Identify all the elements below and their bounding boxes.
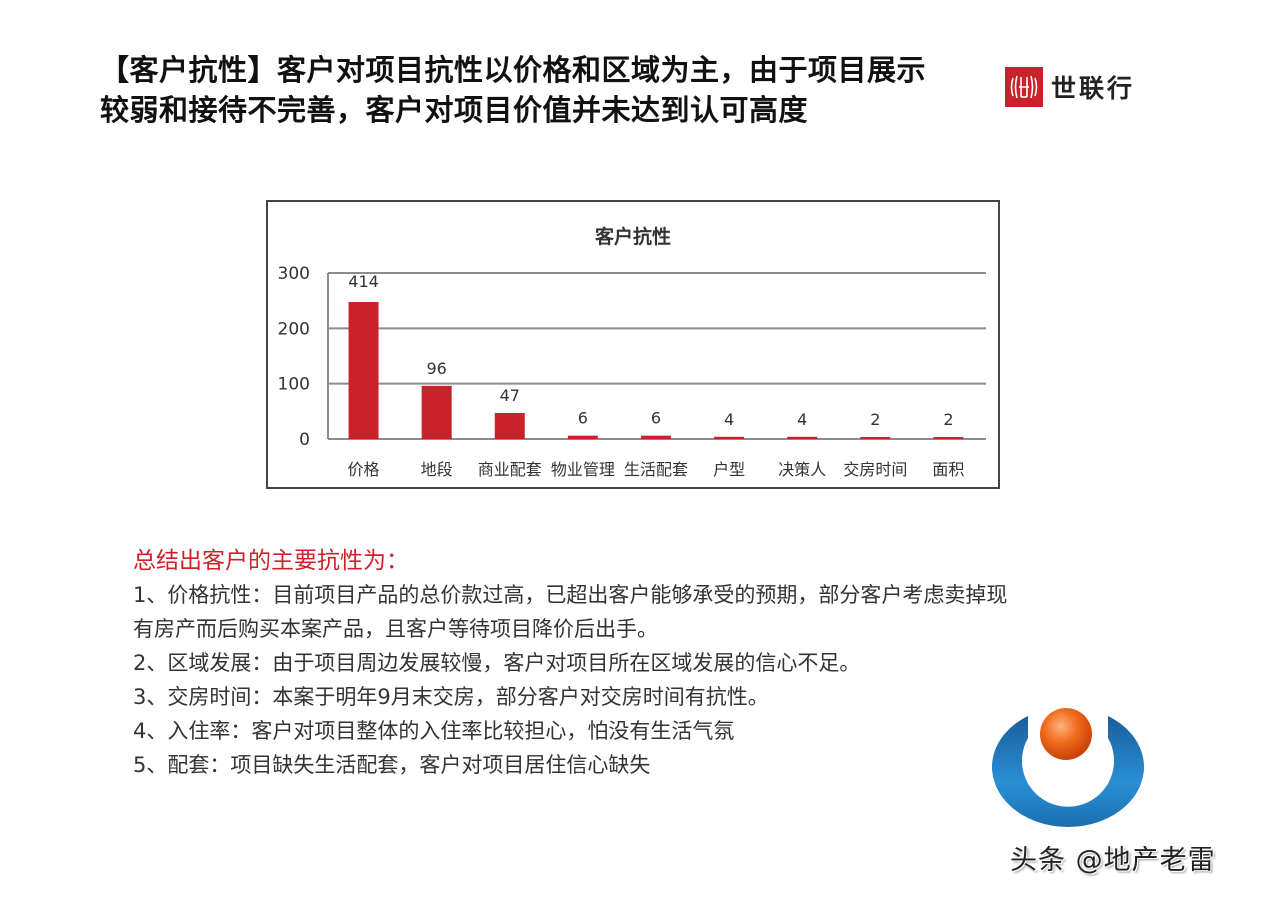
- brand-logo: 世联行: [1005, 67, 1135, 107]
- summary-item: 3、交房时间：本案于明年9月末交房，部分客户对交房时间有抗性。: [133, 685, 769, 709]
- x-category-label: 交房时间: [843, 460, 907, 479]
- bar-chart: 客户抗性 0 100 200 300 414 价格 96 地段 47 商业配套 6 物业管理 6 生活配套…: [266, 200, 1000, 489]
- data-label: 6: [578, 409, 588, 428]
- summary-item: 5、配套：项目缺失生活配套，客户对项目居住信心缺失: [133, 753, 651, 777]
- data-label: 414: [348, 272, 379, 291]
- summary-item: 2、区域发展：由于项目周边发展较慢，客户对项目所在区域发展的信心不足。: [133, 651, 861, 675]
- bar-交房时间: [860, 437, 891, 439]
- chart-title: 客户抗性: [594, 226, 671, 248]
- bar-面积: [933, 437, 964, 439]
- bar-决策人: [787, 436, 818, 439]
- bar-物业管理: [567, 435, 598, 439]
- bar-生活配套: [641, 435, 671, 439]
- brand-mark-icon: [1005, 67, 1043, 107]
- bar-价格: [348, 302, 379, 439]
- y-tick-label: 0: [299, 430, 310, 450]
- x-category-label: 面积: [932, 460, 964, 479]
- x-category-label: 决策人: [778, 460, 826, 479]
- x-category-label: 价格: [348, 460, 380, 479]
- slide-title-line2: 较弱和接待不完善，客户对项目价值并未达到认可高度: [100, 93, 809, 127]
- summary-item: 1、价格抗性：目前项目产品的总价款过高，已超出客户能够承受的预期，部分客户考虑卖…: [133, 583, 1008, 607]
- slide-title: 【客户抗性】客户对项目抗性以价格和区域为主，由于项目展示 较弱和接待不完善，客户…: [100, 50, 1040, 130]
- summary-item: 4、入住率：客户对项目整体的入住率比较担心，怕没有生活气氛: [133, 719, 735, 743]
- summary-heading: 总结出客户的主要抗性为：: [133, 548, 409, 574]
- data-label: 6: [651, 409, 661, 428]
- bar-商业配套: [494, 412, 525, 439]
- brand-name: 世联行: [1051, 74, 1136, 103]
- watermark-text: 头条 @地产老雷: [1010, 845, 1216, 876]
- summary-item: 有房产而后购买本案产品，且客户等待项目降价后出手。: [133, 617, 658, 641]
- x-category-label: 生活配套: [624, 460, 688, 479]
- data-label: 2: [943, 410, 953, 429]
- data-label: 96: [426, 359, 446, 378]
- bar-地段: [421, 385, 452, 439]
- slide-title-line1: 【客户抗性】客户对项目抗性以价格和区域为主，由于项目展示: [100, 53, 927, 87]
- bar-户型: [714, 436, 745, 439]
- y-tick-label: 200: [278, 319, 310, 339]
- corporate-logo-icon: [988, 708, 1148, 842]
- x-category-label: 物业管理: [551, 460, 615, 479]
- x-category-label: 商业配套: [478, 460, 542, 479]
- y-tick-label: 300: [278, 264, 310, 284]
- x-category-label: 地段: [421, 460, 453, 479]
- data-label: 4: [724, 410, 734, 429]
- y-tick-label: 100: [278, 375, 310, 395]
- data-label: 47: [500, 386, 520, 405]
- data-label: 2: [870, 410, 880, 429]
- data-label: 4: [797, 410, 807, 429]
- x-category-label: 户型: [713, 460, 745, 479]
- summary-section: 总结出客户的主要抗性为： 1、价格抗性：目前项目产品的总价款过高，已超出客户能够…: [133, 544, 1007, 782]
- chart-plot: 0 100 200 300 414 价格 96 地段 47 商业配套 6 物业管理 6 生活配套 4 户型 4 决…: [278, 264, 986, 479]
